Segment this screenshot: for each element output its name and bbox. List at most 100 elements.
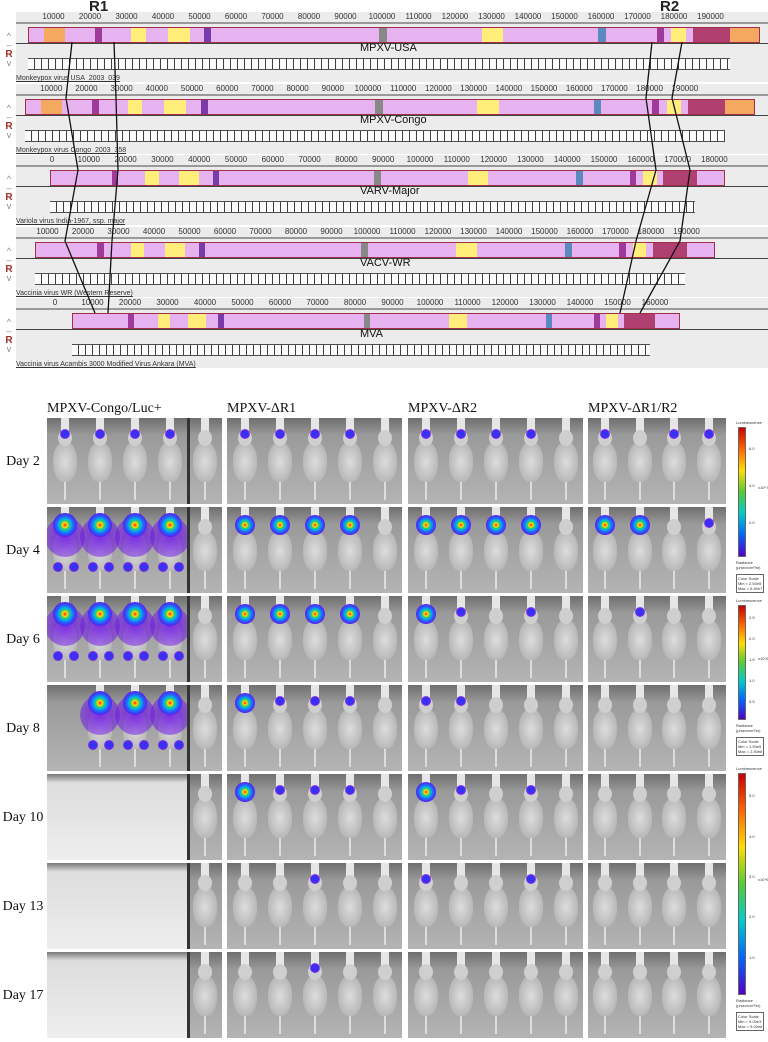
ruler-tick: 10000 [81,298,104,307]
ruler-tick: 20000 [75,84,98,93]
reverse-icon[interactable]: R [5,264,13,275]
ruler-tick: 80000 [286,84,309,93]
ruler-tick: 50000 [180,84,204,93]
ruler-tick: 120000 [491,298,519,307]
minus-icon[interactable]: – [6,255,12,265]
ruler-tick: 130000 [529,298,556,307]
minus-icon[interactable]: – [6,40,12,50]
genome-label[interactable]: Vaccinia virus Acambis 3000 Modified Vir… [16,361,196,368]
mouse [192,685,218,767]
ruler-tick: 150000 [531,227,558,236]
colorbar-tick: 2.0 [749,519,755,525]
luminescence-signal [87,602,112,626]
mouse [696,685,722,767]
minus-icon[interactable]: – [6,326,12,336]
ruler-tick: 10000 [36,227,59,236]
mouse [661,507,687,589]
genome-label[interactable]: Variola virus India-1967, ssp. major [16,218,126,225]
ruler-tick: 60000 [213,227,237,236]
lcb-block[interactable] [35,242,715,258]
mouse [372,507,398,589]
colorbar-title: Luminescence [736,598,762,603]
ruler-tick: 70000 [251,84,274,93]
minus-icon[interactable]: – [6,183,12,193]
luminescence-signal [87,562,98,572]
luminescence-signal [138,740,149,750]
ruler-tick: 190000 [697,12,724,21]
ruler-tick: 160000 [566,227,594,236]
reverse-icon[interactable]: R [5,335,13,346]
luminescence-signal [634,607,645,617]
luminescence-signal [420,874,431,884]
luminescence-signal [103,651,114,661]
move-up-icon[interactable]: ^ [6,317,12,327]
lcb-block[interactable] [50,170,725,186]
move-up-icon[interactable]: ^ [6,103,12,113]
ruler-tick: 140000 [495,84,523,93]
luminescence-signal [103,740,114,750]
move-down-icon[interactable]: v [6,344,12,354]
mouse [661,685,687,767]
ruler-tick: 90000 [321,84,344,93]
move-up-icon[interactable]: ^ [6,31,12,41]
luminescence-signal [490,429,501,439]
gene-annotations [25,130,725,142]
color-scale-box: Color Scale Min = 9.00e3 Max = 5.00e6 [736,1012,765,1031]
minus-icon[interactable]: – [6,112,12,122]
luminescence-signal [157,602,182,626]
lcb-block[interactable] [72,313,680,329]
luminescence-signal [339,604,360,624]
color-scale-max: Max = 6.50e7 [738,586,763,591]
mouse [192,507,218,589]
mouse [372,418,398,500]
move-down-icon[interactable]: v [6,201,12,211]
colorbar-unit: Radiance (p/sec/cm²/sr) [736,560,761,570]
mouse [232,952,258,1034]
imaging-panel [408,507,583,593]
color-scale-bar: Luminescence 2.5 2.0 1.5 1.0 0.5 x10^6 Radianc… [736,598,768,763]
move-down-icon[interactable]: v [6,273,12,283]
genome-label[interactable]: Vaccinia virus WR (Western Reserve) [16,290,133,297]
reverse-icon[interactable]: R [5,192,13,203]
ruler-tick: 180000 [637,227,665,236]
luminescence-signal [274,696,285,706]
mouse [553,863,579,945]
day-label: Day 4 [6,543,40,558]
move-up-icon[interactable]: ^ [6,246,12,256]
ruler-tick: 50000 [188,12,211,21]
mouse [592,418,618,500]
ruler-tick: 60000 [261,155,284,164]
luminescence-signal [52,513,77,537]
group-header: MPXV-ΔR2 [408,401,478,416]
mouse [661,952,687,1034]
imaging-panel [47,685,222,771]
move-up-icon[interactable]: ^ [6,174,12,184]
reverse-icon[interactable]: R [5,49,13,60]
ruler-tick: 20000 [118,298,142,307]
day-label: Day 10 [2,810,44,825]
ruler-tick: 100000 [406,155,434,164]
color-scale-box: Color Scale Min = 2.50e5 Max = 6.50e7 [736,574,765,593]
luminescence-signal [87,513,112,537]
luminescence-signal [309,874,320,884]
mouse [302,685,328,767]
ruler-tick: 60000 [216,84,239,93]
reverse-icon[interactable]: R [5,121,13,132]
lcb-block[interactable] [25,99,755,115]
day-label: Day 13 [2,899,44,914]
luminescence-signal [103,562,114,572]
mouse [661,596,687,678]
ruler-tick: 170000 [602,227,629,236]
move-down-icon[interactable]: v [6,58,12,68]
genome-label[interactable]: Monkeypox virus Congo_2003_358 [16,147,127,154]
move-down-icon[interactable]: v [6,130,12,140]
lcb-block[interactable] [28,27,760,43]
colorbar-tick: 6.0 [749,445,755,451]
luminescence-signal [59,429,70,439]
ruler-tick: 170000 [664,155,691,164]
luminescence-signal [68,651,79,661]
ruler: 10000 20000 30000 40000 50000 60000 70000 80000… [16,227,768,239]
ruler-tick: 30000 [115,12,138,21]
ruler-tick: 20000 [78,12,102,21]
